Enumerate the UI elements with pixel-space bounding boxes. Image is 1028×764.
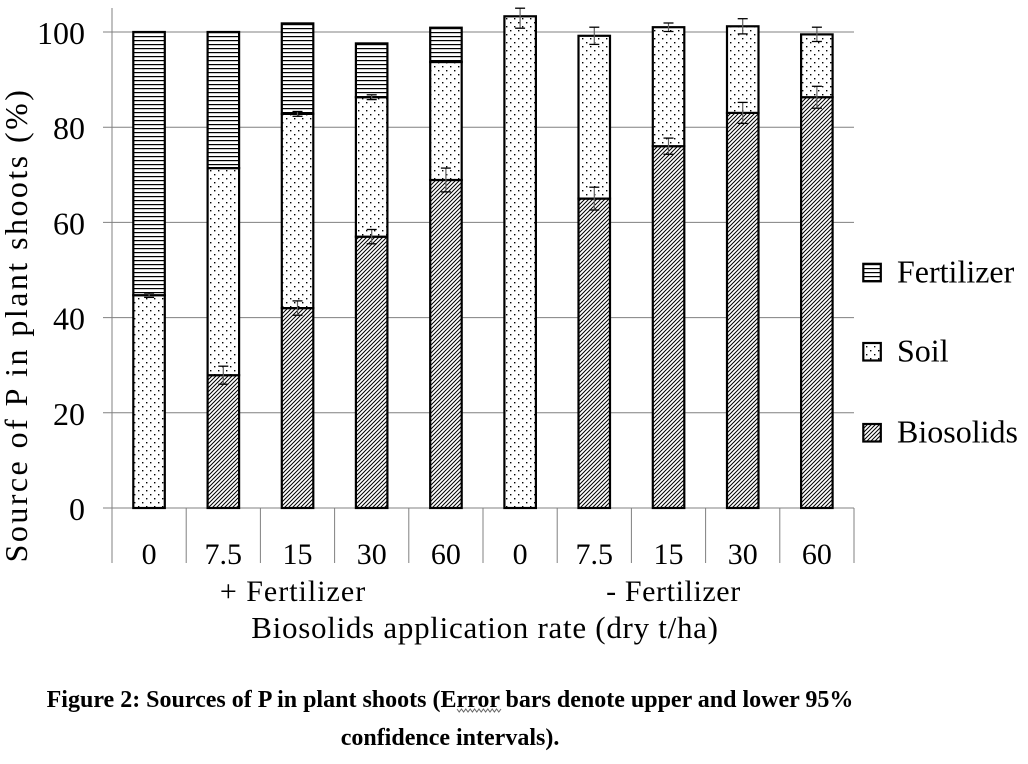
svg-text:- Fertilizer: - Fertilizer	[606, 575, 741, 608]
svg-text:15: 15	[283, 538, 313, 571]
svg-text:100: 100	[37, 15, 85, 51]
svg-text:40: 40	[53, 301, 85, 337]
svg-text:30: 30	[357, 538, 387, 571]
svg-text:15: 15	[654, 538, 684, 571]
svg-text:7.5: 7.5	[205, 538, 243, 571]
svg-text:Soil: Soil	[897, 333, 949, 369]
svg-text:60: 60	[431, 538, 461, 571]
svg-text:60: 60	[53, 205, 85, 241]
svg-text:Biosolids application rate (dr: Biosolids application rate (dry t/ha)	[251, 610, 718, 645]
svg-text:60: 60	[802, 538, 832, 571]
svg-text:0: 0	[69, 491, 85, 527]
svg-text:confidence intervals).: confidence intervals).	[341, 725, 560, 751]
svg-text:Fertilizer: Fertilizer	[897, 253, 1015, 289]
svg-text:Source of P in plant shoots (: Source of P in plant shoots (%)	[0, 88, 34, 563]
svg-text:80: 80	[53, 110, 85, 146]
svg-text:7.5: 7.5	[576, 538, 614, 571]
svg-text:20: 20	[53, 396, 85, 432]
svg-text:30: 30	[728, 538, 758, 571]
svg-text:Biosolids: Biosolids	[897, 414, 1018, 450]
svg-text:0: 0	[513, 538, 528, 571]
svg-text:0: 0	[142, 538, 157, 571]
svg-text:+ Fertilizer: + Fertilizer	[220, 575, 366, 608]
svg-text:Figure 2: Sources of P in plan: Figure 2: Sources of P in plant shoots (…	[47, 687, 854, 713]
